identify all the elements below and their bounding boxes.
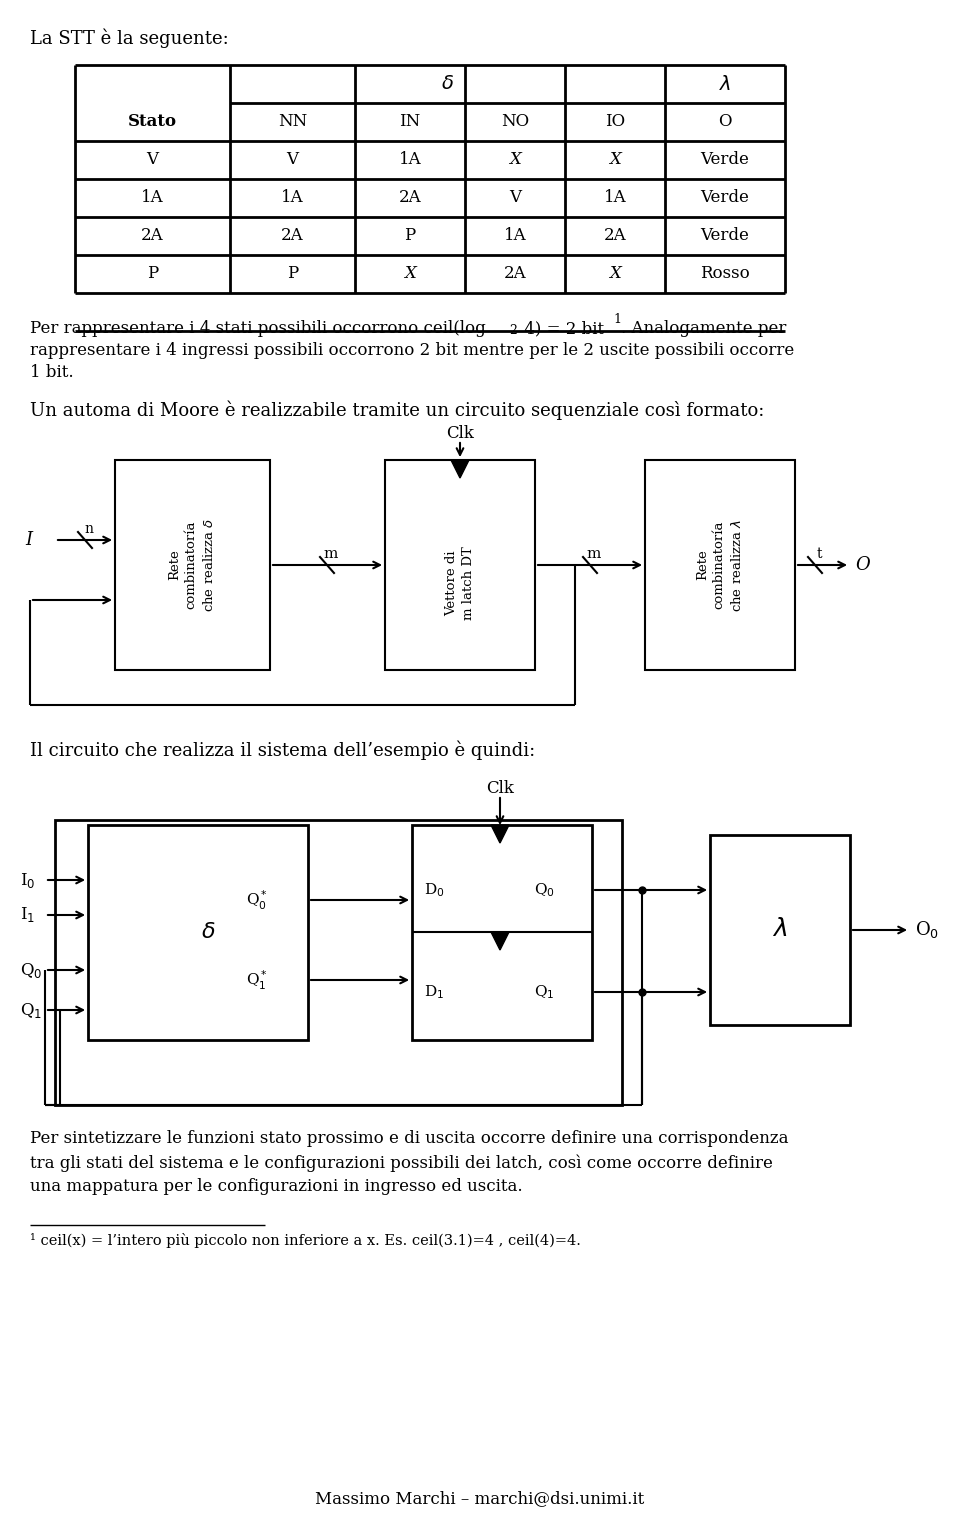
Text: 1A: 1A	[141, 190, 164, 207]
Text: n: n	[84, 523, 93, 536]
Bar	[88, 825, 308, 1041]
Text: 2: 2	[509, 324, 516, 337]
Text: Per sintetizzare le funzioni stato prossimo e di uscita occorre definire una cor: Per sintetizzare le funzioni stato pross…	[30, 1130, 788, 1147]
Text: 2A: 2A	[141, 228, 164, 245]
Text: Il circuito che realizza il sistema dell’esempio è quindi:: Il circuito che realizza il sistema dell…	[30, 740, 536, 760]
Text: O: O	[855, 556, 870, 574]
Text: rappresentare i 4 ingressi possibili occorrono 2 bit mentre per le 2 uscite poss: rappresentare i 4 ingressi possibili occ…	[30, 342, 794, 358]
Text: I: I	[25, 532, 32, 548]
Text: Q$_1^*$: Q$_1^*$	[246, 969, 268, 992]
Text: Clk: Clk	[446, 425, 474, 442]
Text: Massimo Marchi – marchi@dsi.unimi.it: Massimo Marchi – marchi@dsi.unimi.it	[316, 1490, 644, 1507]
Text: 1: 1	[613, 313, 621, 327]
Text: IN: IN	[399, 114, 420, 131]
Polygon shape	[491, 825, 509, 843]
Bar	[115, 460, 270, 670]
Text: Verde: Verde	[701, 190, 750, 207]
Text: Q$_0^*$: Q$_0^*$	[246, 889, 268, 911]
Text: NO: NO	[501, 114, 529, 131]
Text: ¹ ceil(x) = l’intero più piccolo non inferiore a x. Es. ceil(3.1)=4 , ceil(4)=4.: ¹ ceil(x) = l’intero più piccolo non inf…	[30, 1233, 581, 1249]
Text: Q$_0$: Q$_0$	[20, 960, 42, 980]
Text: D$_1$: D$_1$	[424, 983, 444, 1001]
Text: Q$_1$: Q$_1$	[20, 1001, 42, 1019]
Text: D$_0$: D$_0$	[424, 881, 444, 899]
Text: t: t	[816, 547, 822, 561]
Text: I$_0$: I$_0$	[20, 870, 36, 890]
Text: P: P	[287, 266, 299, 283]
Text: V: V	[147, 152, 158, 169]
Polygon shape	[451, 460, 469, 478]
Text: 1 bit.: 1 bit.	[30, 365, 74, 381]
Text: Verde: Verde	[701, 152, 750, 169]
Text: 2A: 2A	[604, 228, 626, 245]
Text: La STT è la seguente:: La STT è la seguente:	[30, 27, 228, 47]
Text: Rete
combinatoría
che realizza $\lambda$: Rete combinatoría che realizza $\lambda$	[696, 518, 744, 612]
Bar	[55, 820, 622, 1104]
Text: 4) = 2 bit: 4) = 2 bit	[519, 321, 604, 337]
Text: 2A: 2A	[281, 228, 303, 245]
Text: $\delta$: $\delta$	[201, 921, 215, 943]
Text: NN: NN	[277, 114, 307, 131]
Polygon shape	[491, 933, 509, 949]
Text: 2A: 2A	[398, 190, 421, 207]
Text: X: X	[509, 152, 521, 169]
Text: X: X	[609, 152, 621, 169]
Text: $\lambda$: $\lambda$	[719, 74, 732, 94]
Text: P: P	[404, 228, 416, 245]
Bar	[412, 825, 592, 1041]
Text: tra gli stati del sistema e le configurazioni possibili dei latch, così come occ: tra gli stati del sistema e le configura…	[30, 1154, 773, 1171]
Text: V: V	[286, 152, 299, 169]
Text: X: X	[609, 266, 621, 283]
Text: Per rappresentare i 4 stati possibili occorrono ceil(log: Per rappresentare i 4 stati possibili oc…	[30, 321, 486, 337]
Text: Q$_1$: Q$_1$	[534, 983, 554, 1001]
Text: IO: IO	[605, 114, 625, 131]
Text: X: X	[404, 266, 416, 283]
Text: 1A: 1A	[281, 190, 303, 207]
Text: Vettore di
m latch DT: Vettore di m latch DT	[445, 547, 475, 620]
Bar	[710, 835, 850, 1025]
Text: Clk: Clk	[486, 779, 514, 797]
Text: O: O	[718, 114, 732, 131]
Text: V: V	[509, 190, 521, 207]
Text: Stato: Stato	[128, 114, 177, 131]
Text: Un automa di Moore è realizzabile tramite un circuito sequenziale così formato:: Un automa di Moore è realizzabile tramit…	[30, 399, 764, 419]
Text: $\lambda$: $\lambda$	[773, 919, 787, 942]
Text: $\delta$: $\delta$	[441, 74, 454, 93]
Text: 2A: 2A	[504, 266, 526, 283]
Text: P: P	[147, 266, 158, 283]
Text: 1A: 1A	[504, 228, 526, 245]
Text: Rosso: Rosso	[700, 266, 750, 283]
Bar	[645, 460, 795, 670]
Text: m: m	[324, 547, 338, 561]
Text: I$_1$: I$_1$	[20, 905, 36, 925]
Text: Rete
combinatoría
che realizza $\delta$: Rete combinatoría che realizza $\delta$	[168, 518, 216, 612]
Text: 1A: 1A	[398, 152, 421, 169]
Text: O$_0$: O$_0$	[915, 919, 939, 940]
Text: Q$_0$: Q$_0$	[534, 881, 555, 899]
Text: m: m	[587, 547, 601, 561]
Bar	[385, 460, 535, 670]
Text: Verde: Verde	[701, 228, 750, 245]
Text: una mappatura per le configurazioni in ingresso ed uscita.: una mappatura per le configurazioni in i…	[30, 1179, 522, 1195]
Text: . Analogamente per: . Analogamente per	[621, 321, 786, 337]
Text: 1A: 1A	[604, 190, 626, 207]
